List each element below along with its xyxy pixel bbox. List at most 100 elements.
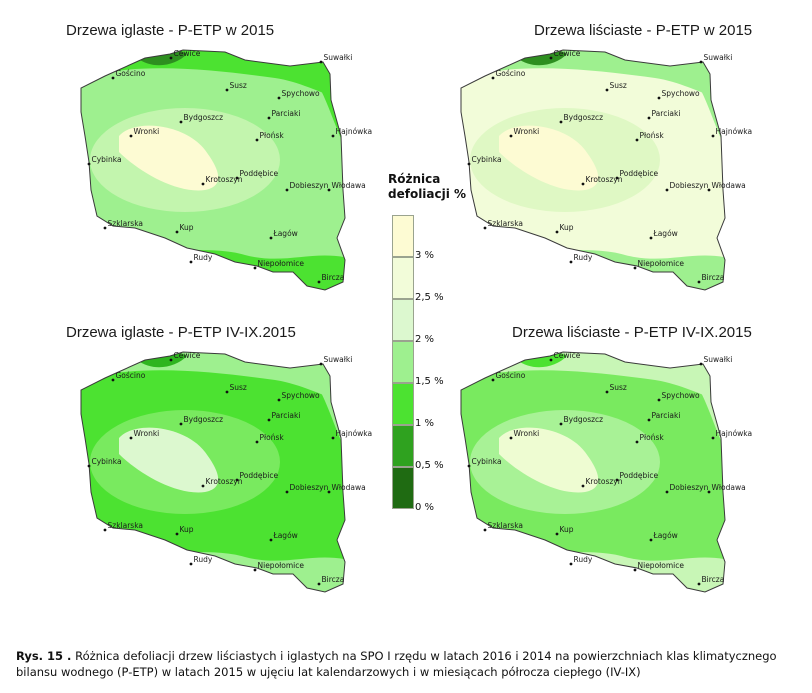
city-label: Parciaki <box>652 109 681 118</box>
city-label: Suwałki <box>704 53 733 62</box>
city-label: Spychowo <box>282 391 321 400</box>
city-label: Bircza <box>322 575 345 584</box>
city-dot <box>175 230 179 234</box>
city-label: Dobieszyn <box>670 483 709 492</box>
city-dot <box>699 60 703 64</box>
city-label: Kup <box>180 525 194 534</box>
city-label: Spychowo <box>662 391 701 400</box>
caption-text: Różnica defoliacji drzew liściastych i i… <box>16 649 777 679</box>
city-dot <box>225 390 229 394</box>
city-dot <box>605 88 609 92</box>
city-label: Hajnówka <box>336 127 373 136</box>
legend-title-line1: Różnica <box>388 172 441 186</box>
city-label: Kup <box>180 223 194 232</box>
city-label: Susz <box>230 81 247 90</box>
city-label: Cybinka <box>472 155 502 164</box>
city-label: Niepołomice <box>258 561 305 570</box>
country-border <box>460 351 726 593</box>
city-dot <box>647 418 651 422</box>
city-dot <box>657 96 661 100</box>
city-label: Spychowo <box>662 89 701 98</box>
legend-title: Różnica defoliacji % <box>388 172 466 202</box>
city-dot <box>483 226 487 230</box>
city-dot <box>225 88 229 92</box>
legend-swatch <box>392 215 414 257</box>
city-label: Niepołomice <box>638 561 685 570</box>
city-dot <box>711 436 715 440</box>
city-dot <box>111 378 115 382</box>
city-label: Cewice <box>554 351 581 360</box>
city-dot <box>633 568 637 572</box>
city-label: Cewice <box>554 49 581 58</box>
city-dot <box>277 398 281 402</box>
city-dot <box>649 538 653 542</box>
figure-caption: Rys. 15 . Różnica defoliacji drzew liści… <box>16 648 806 680</box>
city-dot <box>269 538 273 542</box>
city-label: Niepołomice <box>638 259 685 268</box>
city-dot <box>509 134 513 138</box>
city-dot <box>111 76 115 80</box>
city-dot <box>285 490 289 494</box>
city-label: Rudy <box>194 253 213 262</box>
city-label: Bydgoszcz <box>564 415 604 424</box>
city-label: Płońsk <box>640 433 665 442</box>
city-label: Włodawa <box>712 483 746 492</box>
city-dot <box>483 528 487 532</box>
city-dot <box>201 182 205 186</box>
city-label: Kup <box>560 223 574 232</box>
legend-tick-label: 2,5 % <box>415 292 444 303</box>
city-dot <box>467 464 471 468</box>
city-label: Łagów <box>653 531 678 540</box>
city-label: Poddębice <box>620 471 659 480</box>
zone-core <box>119 427 219 493</box>
city-dot <box>707 188 711 192</box>
city-label: Wronki <box>134 127 160 136</box>
city-dot <box>129 134 133 138</box>
city-dot <box>581 182 585 186</box>
city-dot <box>169 56 173 60</box>
map-title-2: Drzewa liściaste - P-ETP w 2015 <box>534 22 753 39</box>
city-label: Bircza <box>702 273 725 282</box>
city-dot <box>179 422 183 426</box>
city-label: Płońsk <box>260 131 285 140</box>
city-dot <box>87 162 91 166</box>
city-dot <box>711 134 715 138</box>
city-label: Hajnówka <box>336 429 373 438</box>
city-label: Rudy <box>574 253 593 262</box>
legend-swatch <box>392 341 414 383</box>
city-label: Parciaki <box>652 411 681 420</box>
city-label: Cewice <box>174 351 201 360</box>
city-dot <box>269 236 273 240</box>
city-dot <box>697 280 701 284</box>
city-dot <box>253 568 257 572</box>
city-dot <box>235 478 239 482</box>
city-label: Susz <box>230 383 247 392</box>
city-label: Włodawa <box>712 181 746 190</box>
city-label: Wronki <box>514 429 540 438</box>
map-panel-1: Cewice Suwałki Gościno Susz Spychowo Parciaki… <box>80 49 373 291</box>
city-label: Gościno <box>116 371 146 380</box>
legend-swatch <box>392 425 414 467</box>
city-dot <box>699 362 703 366</box>
city-dot <box>615 176 619 180</box>
city-label: Suwałki <box>704 355 733 364</box>
city-dot <box>605 390 609 394</box>
map-panel-3: Cewice Suwałki Gościno Susz Spychowo Parciaki… <box>80 351 373 593</box>
city-label: Suwałki <box>324 355 353 364</box>
city-dot <box>647 116 651 120</box>
city-dot <box>331 436 335 440</box>
city-label: Szklarska <box>488 219 524 228</box>
city-label: Spychowo <box>282 89 321 98</box>
city-label: Krotoszyn <box>586 175 623 184</box>
city-dot <box>253 266 257 270</box>
city-dot <box>267 116 271 120</box>
city-label: Łagów <box>273 229 298 238</box>
city-dot <box>285 188 289 192</box>
city-dot <box>633 266 637 270</box>
city-dot <box>559 422 563 426</box>
city-dot <box>189 260 193 264</box>
legend-tick-label: 1,5 % <box>415 376 444 387</box>
city-label: Susz <box>610 383 627 392</box>
city-dot <box>491 378 495 382</box>
city-label: Płońsk <box>260 433 285 442</box>
